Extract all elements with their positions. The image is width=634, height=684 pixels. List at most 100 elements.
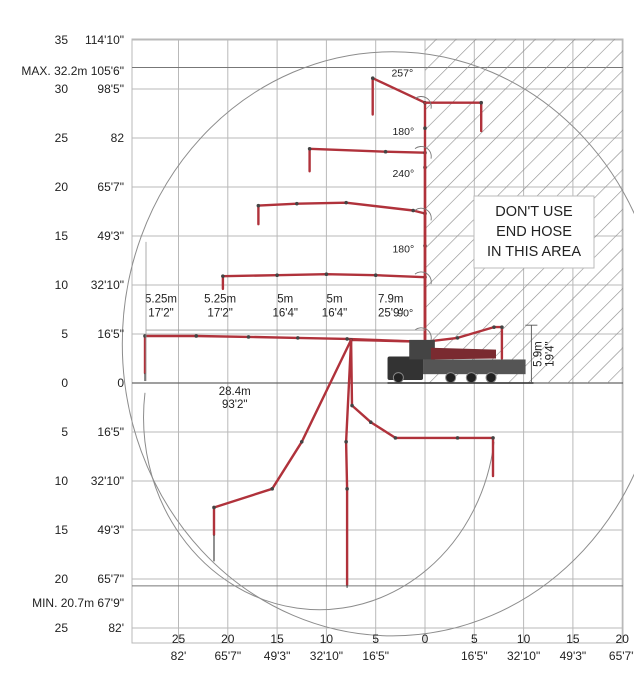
boom-joint xyxy=(324,272,329,277)
boom-joint xyxy=(256,203,261,208)
boom-joint xyxy=(423,126,427,130)
section-length-metric: 7.9m xyxy=(378,294,404,306)
wheel xyxy=(465,372,477,384)
y-tick-metric: 5 xyxy=(61,327,68,341)
x-tick-metric: 10 xyxy=(517,632,531,646)
x-tick-imperial: 49'3" xyxy=(560,649,587,663)
wheel xyxy=(392,372,404,384)
section-length-imperial: 17'2" xyxy=(207,307,232,319)
y-tick-imperial: 65'7" xyxy=(97,180,124,194)
y-tick-metric: 20 xyxy=(55,572,69,586)
angle-arc xyxy=(414,207,432,221)
boom-joint xyxy=(492,325,496,329)
y-tick-metric: 15 xyxy=(55,229,69,243)
angle-label: 180° xyxy=(392,244,414,256)
boom-joint xyxy=(345,337,349,341)
truck-cab xyxy=(387,356,424,381)
boom-joint xyxy=(393,436,398,440)
warning-line-2: END HOSE xyxy=(496,224,572,240)
y-tick-imperial: 82 xyxy=(111,131,125,145)
warning-line-1: DON'T USE xyxy=(495,204,573,220)
y-tick-imperial: 16'5" xyxy=(97,327,124,341)
y-tick-imperial: 65'7" xyxy=(97,572,124,586)
boom-joint xyxy=(370,76,375,81)
x-tick-metric: 15 xyxy=(270,632,284,646)
y-tick-metric: 5 xyxy=(61,425,68,439)
boom-joint xyxy=(479,100,484,105)
y-tick-imperial: 98'5" xyxy=(97,82,124,96)
y-tick-metric: 10 xyxy=(55,474,69,488)
turret xyxy=(409,339,435,360)
x-tick-metric: 10 xyxy=(320,632,334,646)
inner-envelope xyxy=(143,392,495,611)
boom-joint xyxy=(307,146,312,151)
pose-down-vertical xyxy=(344,338,353,587)
warning-line-3: IN THIS AREA xyxy=(487,244,581,260)
x-tick-metric: 15 xyxy=(566,632,580,646)
joint-angles: 90° 180° 240° 180° 257° xyxy=(391,67,432,341)
reach-metric: 28.4m xyxy=(219,386,251,398)
wheel xyxy=(445,372,457,384)
section-length-metric: 5.25m xyxy=(145,294,177,306)
angle-label: 90° xyxy=(397,307,413,319)
y-tick-metric: 35 xyxy=(55,33,69,47)
boom-joint xyxy=(491,436,495,440)
boom-joint xyxy=(296,336,300,340)
boom-height-imperial: 19'4" xyxy=(544,341,556,366)
x-tick-imperial: 49'3" xyxy=(264,649,291,663)
pose-down-left xyxy=(212,338,427,537)
x-tick-imperial: 82' xyxy=(171,649,187,663)
max-height-text: MAX. 32.2m 105'6" xyxy=(21,64,124,78)
boom-joint xyxy=(246,335,251,339)
angle-arc xyxy=(414,96,432,109)
x-tick-metric: 0 xyxy=(422,632,429,646)
boom-joint xyxy=(373,273,378,278)
boom-joint xyxy=(350,403,354,408)
max-height-label: MAX. 32.2m 105'6" xyxy=(21,64,124,78)
reach-envelope xyxy=(121,51,634,637)
y-tick-metric: 10 xyxy=(55,278,69,292)
y-tick-imperial: 49'3" xyxy=(97,523,124,537)
min-depth-label: MIN. 20.7m 67'9" xyxy=(32,596,124,610)
boom-poses xyxy=(143,76,504,588)
y-tick-imperial: 16'5" xyxy=(97,425,124,439)
min-depth-text: MIN. 20.7m 67'9" xyxy=(32,596,124,610)
boom-joint xyxy=(212,505,216,510)
y-tick-imperial: 82' xyxy=(108,621,124,635)
truck xyxy=(387,339,534,384)
section-length-imperial: 16'4" xyxy=(273,307,298,319)
boom-joint xyxy=(368,420,373,425)
x-tick-metric: 5 xyxy=(372,632,379,646)
boom-joint xyxy=(194,334,199,338)
wheel xyxy=(485,372,497,384)
boom-joint xyxy=(455,436,460,440)
y-tick-metric: 25 xyxy=(55,621,69,635)
x-tick-imperial: 32'10" xyxy=(310,649,343,663)
y-tick-metric: 30 xyxy=(55,82,69,96)
y-tick-imperial: 0 xyxy=(117,376,124,390)
y-tick-imperial: 114'10" xyxy=(85,33,124,47)
section-length-metric: 5m xyxy=(277,294,293,306)
angle-label: 180° xyxy=(392,126,414,138)
angle-arc xyxy=(414,146,432,159)
section-length-metric: 5m xyxy=(327,294,343,306)
x-tick-imperial: 65'7" xyxy=(609,649,634,663)
reach-imperial: 93'2" xyxy=(222,399,247,411)
y-tick-imperial: 49'3" xyxy=(97,229,124,243)
angle-label: 240° xyxy=(392,168,414,180)
x-tick-metric: 20 xyxy=(221,632,235,646)
boom-joint xyxy=(344,200,348,205)
boom-joint xyxy=(270,487,274,491)
boom-joint xyxy=(500,325,504,329)
section-length-metric: 5.25m xyxy=(204,294,236,306)
angle-label: 257° xyxy=(391,67,413,79)
folded-boom xyxy=(430,347,496,360)
boom-joint xyxy=(455,336,460,340)
y-tick-metric: 0 xyxy=(61,376,68,390)
angle-arc xyxy=(414,327,432,341)
angle-arc xyxy=(414,271,432,285)
pose-mid xyxy=(257,201,427,343)
section-length-imperial: 16'4" xyxy=(322,307,347,319)
x-tick-imperial: 65'7" xyxy=(215,649,242,663)
